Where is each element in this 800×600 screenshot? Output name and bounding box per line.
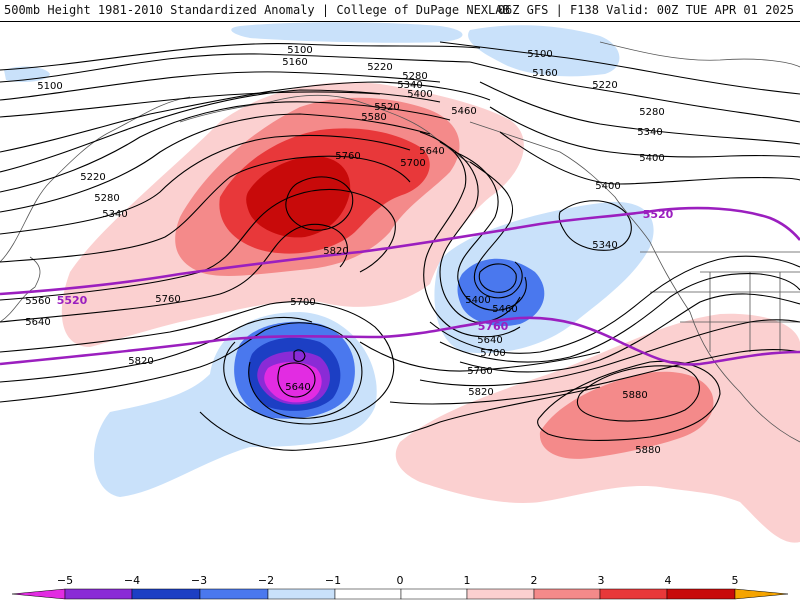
contour-label: 5640 [25,317,50,328]
contour-label: 5700 [290,297,315,308]
cb-swatch-pos1 [466,588,535,600]
highlight-contour-label: 5760 [478,320,509,333]
highlight-contours [0,206,800,366]
colorbar-tick-label: −2 [258,574,274,587]
highlight-labels: 5520 5520 5760 [57,208,674,333]
colorbar: −5 −4 −3 −2 −1 0 1 2 3 4 5 [11,574,789,600]
coastlines [0,41,800,443]
contour-label: 5400 [465,295,490,306]
colorbar-tick-label: 1 [464,574,471,587]
highlight-contour-label: 5520 [57,294,88,307]
cb-swatch-neg3 [131,588,201,600]
contour-label: 5880 [635,445,660,456]
contour-label: 5340 [637,127,662,138]
colorbar-tick-label: 4 [665,574,672,587]
cb-swatch-pos4 [666,588,736,600]
contour-label: 5560 [25,296,50,307]
contour-label: 5160 [282,57,307,68]
pos2-southeast [539,371,714,459]
contour-label: 5160 [532,68,557,79]
contour-label: 5220 [80,172,105,183]
height-contours [0,41,800,451]
cb-swatch-pos3 [599,588,668,600]
contour-label: 5460 [492,304,517,315]
contour-label: 5640 [477,335,502,346]
contour-label: 5820 [468,387,493,398]
contour-label: 5580 [361,112,386,123]
colorbar-tick-label: 5 [732,574,739,587]
contour-label: 5880 [622,390,647,401]
contour-label: 5100 [37,81,62,92]
colorbar-tick-label: 0 [397,574,404,587]
contour-label: 5760 [467,366,492,377]
contour-label: 5760 [335,151,360,162]
contour-label: 5460 [451,106,476,117]
contour-label: 5280 [94,193,119,204]
contour-label: 5760 [155,294,180,305]
contour-label: 5340 [592,240,617,251]
contour-label: 5400 [639,153,664,164]
cb-swatch-neg5 [11,588,66,600]
contour-label: 5340 [397,80,422,91]
highlight-contour-label: 5520 [643,208,674,221]
cb-swatch-neg2 [199,588,269,600]
cb-swatch-zero-neg [334,588,402,600]
contour-label: 5700 [480,348,505,359]
colorbar-tick-label: −4 [124,574,140,587]
contour-label: 5220 [592,80,617,91]
contour-label: 5820 [323,246,348,257]
colorbar-swatches [11,588,789,600]
map-title: 500mb Height 1981-2010 Standardized Anom… [4,3,510,17]
contour-label: 5280 [402,71,427,82]
contour-label: 5340 [102,209,127,220]
contour-label: 5400 [595,181,620,192]
contour-label: 5640 [419,146,444,157]
contour-label: 5280 [639,107,664,118]
contour-label: 5220 [367,62,392,73]
contour-label: 5400 [407,89,432,100]
cb-swatch-zero-pos [400,588,468,600]
neg-anomaly-north [231,22,463,43]
contour-label: 5100 [527,49,552,60]
colorbar-tick-label: −5 [57,574,73,587]
contour-label: 5640 [285,382,310,393]
colorbar-tick-label: −3 [191,574,207,587]
map-header: 500mb Height 1981-2010 Standardized Anom… [0,0,800,22]
colorbar-tick-label: −1 [325,574,341,587]
contour-label: 5520 [374,102,399,113]
contour-label: 5100 [287,45,312,56]
cb-swatch-neg1 [267,588,336,600]
cb-swatch-neg4 [64,588,133,600]
cb-swatch-pos2 [533,588,601,600]
contour-label: 5700 [400,158,425,169]
colorbar-ticks: −5 −4 −3 −2 −1 0 1 2 3 4 5 [57,574,739,587]
contour-label: 5820 [128,356,153,367]
colorbar-tick-label: 3 [598,574,605,587]
colorbar-tick-label: 2 [531,574,538,587]
neg-anomaly-north-east [468,25,620,77]
run-info: 06Z GFS | F138 Valid: 00Z TUE APR 01 202… [497,3,794,17]
cb-swatch-pos5 [734,588,789,600]
